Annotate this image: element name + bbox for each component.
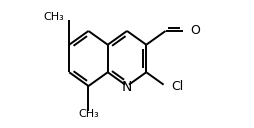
- Text: O: O: [190, 24, 200, 38]
- Text: CH₃: CH₃: [43, 12, 64, 22]
- Text: N: N: [122, 80, 132, 94]
- Text: Cl: Cl: [171, 79, 183, 93]
- Text: CH₃: CH₃: [78, 109, 99, 119]
